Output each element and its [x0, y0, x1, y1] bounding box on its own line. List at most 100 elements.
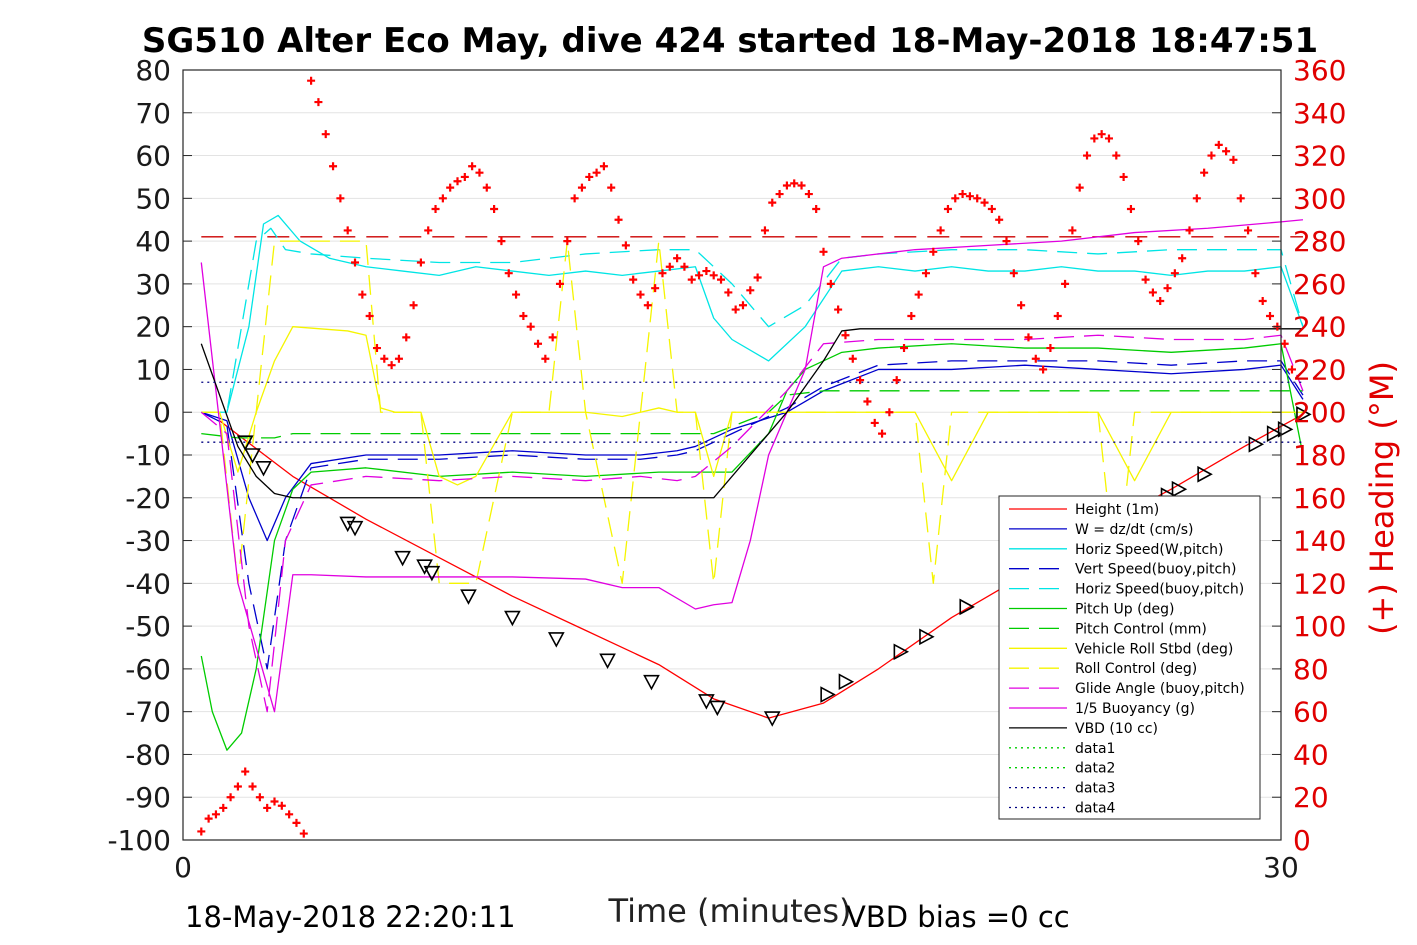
- right-tick-label: 200: [1293, 396, 1346, 429]
- left-tick-label: -70: [125, 696, 171, 729]
- heading-point: [1170, 269, 1179, 278]
- heading-point: [497, 237, 506, 246]
- legend-entry: Height (1m): [1075, 502, 1159, 518]
- heading-point: [892, 376, 901, 385]
- heading-point: [197, 827, 206, 836]
- right-tick-label: 240: [1293, 311, 1346, 344]
- right-tick-label: 100: [1293, 610, 1346, 643]
- heading-point: [951, 194, 960, 203]
- heading-point: [336, 194, 345, 203]
- heading-point: [1251, 269, 1260, 278]
- heading-point: [731, 305, 740, 314]
- heading-point: [1236, 194, 1245, 203]
- heading-point: [372, 344, 381, 353]
- heading-point: [270, 797, 279, 806]
- right-y-axis-label: (+) Heading (°M): [1363, 361, 1401, 635]
- legend-entry: Glide Angle (buoy,pitch): [1075, 681, 1245, 697]
- right-tick-label: 300: [1293, 182, 1346, 215]
- heading-point: [1222, 147, 1231, 156]
- heading-point: [526, 322, 535, 331]
- heading-point: [1287, 365, 1296, 374]
- left-tick-label: -40: [125, 567, 171, 600]
- heading-point: [921, 269, 930, 278]
- series-line-horiz-speed-buoy-pitch: [201, 227, 1304, 413]
- heading-point: [358, 290, 367, 299]
- heading-point: [402, 333, 411, 342]
- heading-point: [856, 376, 865, 385]
- left-tick-label: 80: [135, 54, 171, 87]
- heading-point: [797, 181, 806, 190]
- height-marker: [1296, 406, 1312, 423]
- heading-point: [1156, 297, 1165, 305]
- left-tick-label: -30: [125, 525, 171, 558]
- heading-point: [285, 810, 294, 819]
- right-tick-label: 160: [1293, 482, 1346, 515]
- heading-point: [680, 262, 689, 271]
- series-line-1-5-buoyancy-g: [200, 219, 1304, 713]
- heading-point: [965, 192, 974, 201]
- plot-area: [197, 77, 1312, 838]
- heading-point: [760, 226, 769, 235]
- heading-point: [387, 361, 396, 370]
- heading-point: [775, 190, 784, 199]
- heading-point: [1061, 279, 1070, 288]
- heading-point: [826, 279, 835, 288]
- height-marker: [255, 461, 272, 477]
- legend-entry: Horiz Speed(W,pitch): [1075, 542, 1223, 558]
- left-tick-label: -50: [125, 610, 171, 643]
- heading-point: [512, 290, 521, 299]
- heading-point: [709, 271, 718, 280]
- heading-point: [490, 205, 499, 214]
- series-line-w-dz-dt-cm-s: [201, 364, 1304, 542]
- left-tick-label: 50: [135, 182, 171, 215]
- heading-point: [687, 275, 696, 284]
- heading-point: [226, 793, 235, 802]
- heading-point: [812, 205, 821, 214]
- height-marker: [838, 673, 855, 691]
- series-line-horiz-speed-w-pitch: [201, 214, 1304, 413]
- heading-point: [724, 288, 733, 297]
- heading-point: [292, 818, 301, 827]
- x-axis-label: Time (minutes): [608, 892, 852, 930]
- left-y-ticks: 80 70 60 50 40 30 20 10 0 -10 -20 -30 -40 -50 -60 -70 -8…: [107, 54, 192, 857]
- height-marker: [959, 598, 975, 616]
- height-marker: [893, 643, 910, 661]
- heading-point: [695, 271, 704, 280]
- left-tick-label: -20: [125, 482, 171, 515]
- heading-point: [863, 397, 872, 406]
- height-marker: [547, 632, 565, 648]
- heading-point: [365, 311, 374, 320]
- legend-entry: Roll Control (deg): [1075, 661, 1197, 677]
- heading-point: [621, 241, 630, 250]
- heading-point: [321, 130, 330, 139]
- heading-point: [504, 269, 513, 278]
- heading-point: [1104, 134, 1113, 143]
- heading-point: [1112, 151, 1121, 160]
- legend-box: [998, 495, 1261, 820]
- heading-point: [204, 814, 213, 823]
- height-marker: [394, 550, 411, 567]
- heading-point: [1068, 226, 1077, 235]
- legend-entry: Pitch Control (mm): [1075, 621, 1207, 637]
- heading-point: [1207, 151, 1216, 160]
- right-tick-label: 60: [1293, 696, 1329, 729]
- series-line-pitch-control-mm: [201, 390, 1303, 439]
- legend-entry: VBD (10 cc): [1075, 721, 1158, 737]
- heading-point: [1097, 130, 1106, 139]
- heading-point: [614, 215, 623, 224]
- right-tick-label: 40: [1293, 738, 1329, 771]
- heading-point: [885, 408, 894, 417]
- height-marker: [643, 674, 660, 691]
- heading-point: [263, 803, 272, 812]
- right-tick-label: 320: [1293, 140, 1346, 173]
- heading-point: [738, 301, 747, 310]
- heading-point: [936, 226, 945, 235]
- series-line-vert-speed-buoy-pitch: [201, 360, 1304, 670]
- heading-point: [460, 172, 469, 181]
- heading-point: [1141, 275, 1150, 284]
- height-marker: [709, 700, 726, 717]
- left-tick-label: -10: [125, 439, 171, 472]
- right-tick-label: 220: [1293, 353, 1346, 386]
- heading-point: [416, 258, 425, 267]
- right-tick-label: 140: [1293, 525, 1346, 558]
